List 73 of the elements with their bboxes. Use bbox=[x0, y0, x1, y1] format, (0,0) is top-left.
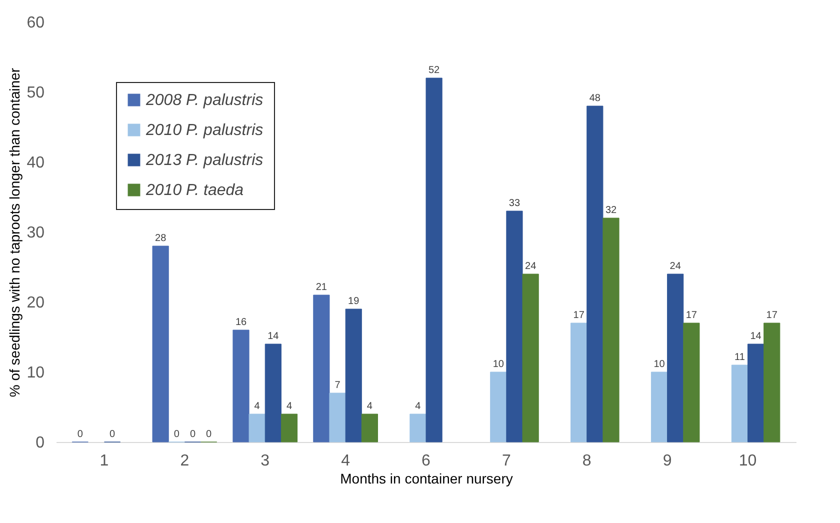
legend-label: 2010 P. taeda bbox=[145, 182, 244, 199]
data-label: 10 bbox=[492, 359, 504, 370]
x-tick-label: 9 bbox=[662, 452, 672, 470]
bar bbox=[280, 414, 298, 442]
data-label: 33 bbox=[508, 198, 520, 209]
bar bbox=[522, 274, 539, 442]
data-label: 17 bbox=[573, 310, 585, 321]
x-tick-label: 3 bbox=[260, 452, 270, 470]
data-label: 17 bbox=[686, 310, 698, 321]
data-label: 48 bbox=[589, 93, 601, 104]
data-label: 0 bbox=[174, 429, 180, 440]
y-tick-label: 60 bbox=[26, 14, 45, 32]
data-label: 21 bbox=[316, 282, 328, 293]
y-tick-label: 0 bbox=[36, 434, 45, 452]
data-label: 52 bbox=[428, 65, 440, 76]
data-label: 0 bbox=[110, 429, 116, 440]
y-tick-label: 40 bbox=[26, 154, 45, 172]
data-label: 0 bbox=[206, 429, 212, 440]
y-tick-label: 50 bbox=[26, 84, 45, 102]
y-tick-label: 20 bbox=[26, 294, 45, 312]
bar bbox=[410, 414, 426, 442]
bar bbox=[764, 322, 780, 442]
data-label: 28 bbox=[155, 233, 167, 244]
y-axis-title: % of seedlings with no taproots longer than container bbox=[6, 68, 23, 398]
bar bbox=[152, 246, 169, 442]
legend-label: 2013 P. palustris bbox=[145, 152, 264, 169]
x-tick-label: 7 bbox=[502, 452, 511, 470]
bar bbox=[570, 322, 588, 442]
data-label: 0 bbox=[190, 429, 196, 440]
bar bbox=[345, 308, 362, 442]
bar bbox=[650, 372, 668, 442]
x-tick-label: 6 bbox=[422, 452, 431, 470]
data-label: 24 bbox=[670, 261, 682, 272]
bar bbox=[586, 106, 604, 442]
data-label: 11 bbox=[734, 352, 746, 363]
data-label: 17 bbox=[766, 310, 778, 321]
bar bbox=[426, 78, 442, 442]
bar bbox=[313, 294, 330, 442]
bar bbox=[232, 330, 250, 442]
legend-label: 2008 P. palustris bbox=[145, 92, 264, 109]
legend-label: 2010 P. palustris bbox=[145, 122, 264, 139]
data-label: 14 bbox=[750, 331, 762, 342]
x-axis-title: Months in container nursery bbox=[340, 470, 513, 486]
data-label: 14 bbox=[268, 331, 280, 342]
bar bbox=[731, 364, 748, 442]
bar bbox=[248, 414, 266, 442]
data-label: 7 bbox=[334, 380, 341, 391]
bar bbox=[329, 392, 346, 442]
x-tick-label: 4 bbox=[341, 452, 350, 470]
data-label: 32 bbox=[605, 205, 617, 216]
bar bbox=[747, 344, 764, 442]
y-tick-label: 10 bbox=[26, 364, 45, 382]
x-tick-label: 10 bbox=[738, 452, 757, 470]
bar bbox=[667, 274, 684, 442]
data-label: 4 bbox=[415, 401, 422, 412]
bar bbox=[506, 210, 523, 442]
data-label: 4 bbox=[366, 401, 373, 412]
data-label: 24 bbox=[525, 261, 537, 272]
data-label: 19 bbox=[348, 296, 360, 307]
bar bbox=[602, 218, 620, 442]
data-label: 0 bbox=[77, 429, 84, 440]
x-tick-label: 1 bbox=[100, 452, 109, 470]
y-tick-label: 30 bbox=[26, 224, 45, 242]
bar bbox=[683, 322, 700, 442]
x-tick-label: 2 bbox=[180, 452, 190, 470]
bar bbox=[361, 414, 378, 442]
x-tick-label: 8 bbox=[582, 452, 592, 470]
data-label: 4 bbox=[254, 401, 260, 412]
data-label: 10 bbox=[654, 359, 666, 370]
bar bbox=[490, 372, 507, 442]
data-label: 4 bbox=[286, 401, 292, 412]
data-label: 16 bbox=[235, 317, 247, 328]
bar bbox=[264, 344, 282, 442]
